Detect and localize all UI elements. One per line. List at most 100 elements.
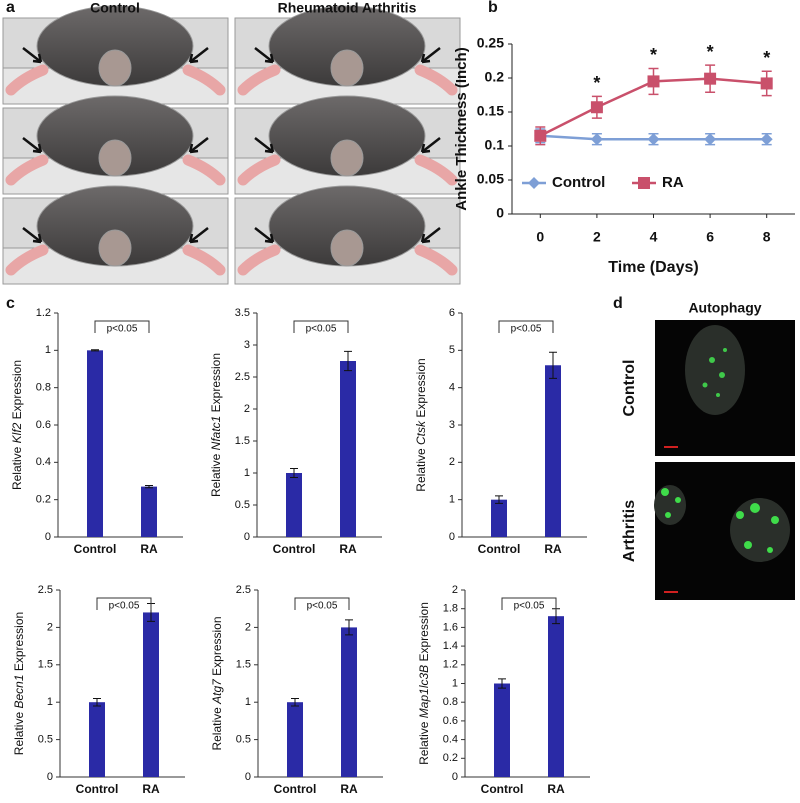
y-tick-label: 2 [452, 584, 458, 596]
y-tick-label: 1.5 [235, 435, 250, 447]
x-tick-label: RA [547, 782, 565, 796]
column-title: Rheumatoid Arthritis [278, 0, 417, 16]
annotation: * [650, 45, 657, 65]
y-tick-label: 0.5 [236, 734, 251, 746]
x-tick-label: Control [74, 542, 117, 556]
y-tick-label: 0.1 [485, 137, 505, 153]
y-tick-label: 3.5 [235, 307, 250, 319]
data-point [760, 133, 773, 146]
significance-bracket [294, 597, 350, 610]
y-axis-label: Relative Klf2 Expression [10, 360, 24, 490]
y-axis-label-part: Nfatc1 [209, 416, 223, 451]
y-tick-label: 6 [449, 307, 455, 319]
y-axis-label: Relative Map1lc3B Expression [417, 602, 431, 765]
y-axis-label-part: Becn1 [12, 674, 26, 708]
y-axis-label: Relative Ctsk Expression [414, 358, 428, 491]
y-axis-label-part: Relative [417, 718, 431, 765]
x-axis-label: Time (Days) [608, 259, 698, 276]
column-title: Control [90, 0, 140, 16]
y-tick-label: 1.2 [36, 307, 51, 319]
annotation: p<0.05 [307, 601, 338, 612]
bar [340, 361, 356, 537]
annotation: p<0.05 [511, 324, 542, 335]
y-tick-label: 2.5 [38, 584, 53, 596]
x-tick-label: Control [274, 782, 317, 796]
y-tick-label: 0 [496, 205, 504, 221]
panel-title: Autophagy [688, 300, 761, 316]
bar [545, 365, 561, 537]
y-tick-label: 0.25 [477, 35, 504, 51]
y-tick-label: 2 [449, 456, 455, 468]
micrograph-arthritis [654, 462, 795, 600]
x-tick-label: 2 [593, 229, 601, 245]
micrograph-control [655, 320, 795, 456]
x-tick-label: RA [544, 542, 562, 556]
annotation: p<0.05 [514, 601, 545, 612]
data-point [647, 133, 660, 146]
y-tick-label: 1 [449, 494, 455, 506]
y-axis-label: Relative Nfatc1 Expression [209, 353, 223, 497]
y-tick-label: 0.2 [36, 494, 51, 506]
y-tick-label: 1 [47, 696, 53, 708]
y-tick-label: 1.2 [443, 659, 458, 671]
y-axis-label-part: Map1lc3B [417, 665, 431, 718]
y-tick-label: 1.5 [236, 659, 251, 671]
x-tick-label: Control [478, 542, 521, 556]
legend-marker [528, 177, 540, 189]
panel-label: a [6, 0, 15, 16]
error-bar [290, 468, 298, 478]
bar [87, 350, 103, 537]
annotation: * [707, 42, 714, 62]
y-tick-label: 2 [245, 621, 251, 633]
y-axis-label-part: Expression [12, 612, 26, 675]
y-tick-label: 2 [244, 403, 250, 415]
annotation: p<0.05 [109, 601, 140, 612]
y-tick-label: 1 [45, 344, 51, 356]
bar [341, 627, 357, 777]
bar [287, 702, 303, 777]
y-axis-label-part: Expression [10, 360, 24, 423]
y-tick-label: 0 [244, 531, 250, 543]
data-point [647, 75, 660, 88]
y-tick-label: 0.15 [477, 103, 504, 119]
y-axis-label-part: Expression [209, 353, 223, 416]
y-tick-label: 0.05 [477, 171, 504, 187]
y-axis-label-part: Relative [10, 443, 24, 490]
y-axis-label-part: Expression [414, 358, 428, 421]
annotation: p<0.05 [306, 324, 337, 335]
x-tick-label: 4 [650, 229, 658, 245]
significance-bracket [94, 320, 150, 333]
bar [548, 616, 564, 777]
y-tick-label: 0.4 [443, 734, 458, 746]
y-axis-label-part: Relative [12, 709, 26, 756]
y-axis-label-part: Expression [210, 616, 224, 679]
y-tick-label: 0.5 [38, 734, 53, 746]
y-tick-label: 0 [47, 771, 53, 783]
x-tick-label: RA [142, 782, 160, 796]
error-bar [549, 351, 557, 379]
x-tick-label: 8 [763, 229, 771, 245]
y-tick-label: 0 [45, 531, 51, 543]
y-tick-label: 0 [245, 771, 251, 783]
significance-bracket [293, 320, 349, 333]
row-title: Arthritis [621, 500, 638, 562]
significance-bracket [96, 597, 152, 610]
error-bar [344, 350, 352, 372]
x-tick-label: Control [76, 782, 119, 796]
y-tick-label: 2 [47, 621, 53, 633]
panel-label: b [488, 0, 498, 16]
y-axis-label-part: Klf2 [10, 422, 24, 443]
y-tick-label: 4 [449, 382, 455, 394]
x-tick-label: Control [481, 782, 524, 796]
y-tick-label: 1 [245, 696, 251, 708]
y-tick-label: 0.4 [36, 456, 51, 468]
annotation: p<0.05 [107, 324, 138, 335]
bar [494, 683, 510, 777]
legend-label: Control [552, 174, 605, 191]
x-tick-label: Control [273, 542, 316, 556]
y-tick-label: 1.5 [38, 659, 53, 671]
y-tick-label: 0.2 [485, 69, 505, 85]
y-axis-label-part: Ctsk [414, 420, 428, 445]
y-axis-label-part: Relative [209, 450, 223, 497]
